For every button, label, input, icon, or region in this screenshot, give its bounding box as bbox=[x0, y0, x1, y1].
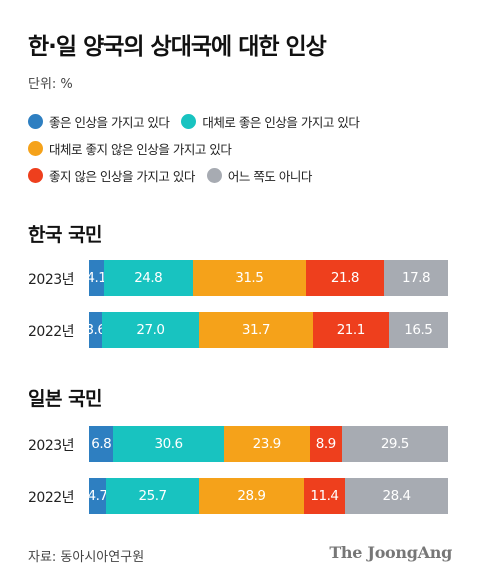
legend-item-very-good: 좋은 인상을 가지고 있다 bbox=[28, 112, 170, 131]
data-label: 25.7 bbox=[138, 488, 168, 504]
bar-segment-neutral: 16.5 bbox=[388, 312, 448, 348]
data-label: 27.0 bbox=[136, 322, 165, 338]
legend-label-very-good: 좋은 인상을 가지고 있다 bbox=[49, 115, 170, 130]
bar-segment-fairly-bad: 23.9 bbox=[223, 426, 310, 462]
data-label: 17.8 bbox=[401, 270, 431, 286]
data-label: 23.9 bbox=[252, 436, 282, 452]
year-label-korea-2023: 2023년 bbox=[28, 272, 75, 288]
legend-label-fairly-good: 대체로 좋은 인상을 가지고 있다 bbox=[202, 115, 360, 130]
legend-item-neutral: 어느 쪽도 아니다 bbox=[206, 166, 312, 185]
data-label: 16.5 bbox=[404, 322, 433, 338]
legend-swatch-fairly-good bbox=[181, 114, 197, 129]
bar-segment-neutral: 28.4 bbox=[345, 478, 448, 514]
bar-segment-very-good: 4.1 bbox=[89, 260, 104, 296]
legend-row: 좋은 인상을 가지고 있다 대체로 좋은 인상을 가지고 있다 bbox=[28, 108, 468, 135]
legend-swatch-fairly-bad bbox=[28, 141, 43, 156]
data-label: 29.5 bbox=[380, 436, 410, 452]
bar-segment-fairly-bad: 28.9 bbox=[199, 478, 304, 514]
bar-korea-2022: 3.6 27.0 31.7 21.1 16.5 bbox=[89, 312, 448, 348]
bar-segment-very-good: 6.8 bbox=[89, 426, 114, 462]
legend-item-fairly-bad: 대체로 좋지 않은 인상을 가지고 있다 bbox=[28, 139, 232, 158]
bar-japan-2023: 6.8 30.6 23.9 8.9 29.5 bbox=[89, 426, 448, 462]
year-label-korea-2022: 2022년 bbox=[28, 324, 75, 340]
data-label: 8.9 bbox=[315, 436, 336, 452]
bar-segment-fairly-good: 27.0 bbox=[101, 312, 199, 348]
data-label: 11.4 bbox=[310, 488, 339, 504]
legend-swatch-neutral bbox=[206, 168, 222, 183]
legend-item-very-bad: 좋지 않은 인상을 가지고 있다 bbox=[28, 166, 195, 185]
bar-segment-neutral: 17.8 bbox=[384, 260, 448, 296]
bar-segment-fairly-bad: 31.7 bbox=[198, 312, 313, 348]
year-label-japan-2023: 2023년 bbox=[28, 438, 75, 454]
data-label: 31.7 bbox=[241, 322, 271, 338]
year-label-japan-2022: 2022년 bbox=[28, 490, 75, 506]
data-label: 4.7 bbox=[89, 488, 107, 504]
legend-swatch-very-good bbox=[28, 114, 43, 129]
legend-label-fairly-bad: 대체로 좋지 않은 인상을 가지고 있다 bbox=[49, 142, 232, 157]
legend-swatch-very-bad bbox=[28, 168, 43, 183]
legend: 좋은 인상을 가지고 있다 대체로 좋은 인상을 가지고 있다 대체로 좋지 않… bbox=[28, 108, 468, 189]
bar-segment-very-good: 4.7 bbox=[89, 478, 107, 514]
bar-segment-neutral: 29.5 bbox=[341, 426, 448, 462]
data-label: 28.9 bbox=[237, 488, 266, 504]
bar-segment-fairly-good: 30.6 bbox=[113, 426, 224, 462]
bar-segment-fairly-good: 25.7 bbox=[106, 478, 200, 514]
legend-row: 좋지 않은 인상을 가지고 있다 어느 쪽도 아니다 bbox=[28, 162, 468, 189]
bar-segment-fairly-bad: 31.5 bbox=[192, 260, 306, 296]
group-title-korea: 한국 국민 bbox=[28, 224, 103, 246]
bar-segment-very-bad: 8.9 bbox=[309, 426, 342, 462]
publisher-logo: The JoongAng bbox=[329, 543, 452, 562]
bar-segment-very-bad: 21.1 bbox=[312, 312, 389, 348]
legend-label-very-bad: 좋지 않은 인상을 가지고 있다 bbox=[49, 169, 195, 184]
legend-label-neutral: 어느 쪽도 아니다 bbox=[227, 169, 312, 184]
group-title-japan: 일본 국민 bbox=[28, 388, 103, 410]
data-label: 28.4 bbox=[382, 488, 412, 504]
source-note: 자료: 동아시아연구원 bbox=[28, 550, 145, 565]
bar-segment-very-bad: 21.8 bbox=[305, 260, 385, 296]
data-label: 3.6 bbox=[89, 322, 102, 338]
legend-row: 대체로 좋지 않은 인상을 가지고 있다 bbox=[28, 135, 468, 162]
unit-label: 단위: % bbox=[28, 77, 73, 92]
data-label: 4.1 bbox=[89, 270, 104, 286]
data-label: 31.5 bbox=[235, 270, 264, 286]
bar-segment-very-bad: 11.4 bbox=[303, 478, 346, 514]
data-label: 24.8 bbox=[134, 270, 163, 286]
bar-segment-very-good: 3.6 bbox=[89, 312, 102, 348]
data-label: 6.8 bbox=[91, 436, 112, 452]
data-label: 21.1 bbox=[336, 322, 366, 338]
legend-item-fairly-good: 대체로 좋은 인상을 가지고 있다 bbox=[181, 112, 360, 131]
bar-japan-2022: 4.7 25.7 28.9 11.4 28.4 bbox=[89, 478, 448, 514]
data-label: 30.6 bbox=[154, 436, 184, 452]
data-label: 21.8 bbox=[330, 270, 360, 286]
chart-title: 한·일 양국의 상대국에 대한 인상 bbox=[28, 34, 327, 60]
bar-korea-2023: 4.1 24.8 31.5 21.8 17.8 bbox=[89, 260, 448, 296]
bar-segment-fairly-good: 24.8 bbox=[103, 260, 193, 296]
